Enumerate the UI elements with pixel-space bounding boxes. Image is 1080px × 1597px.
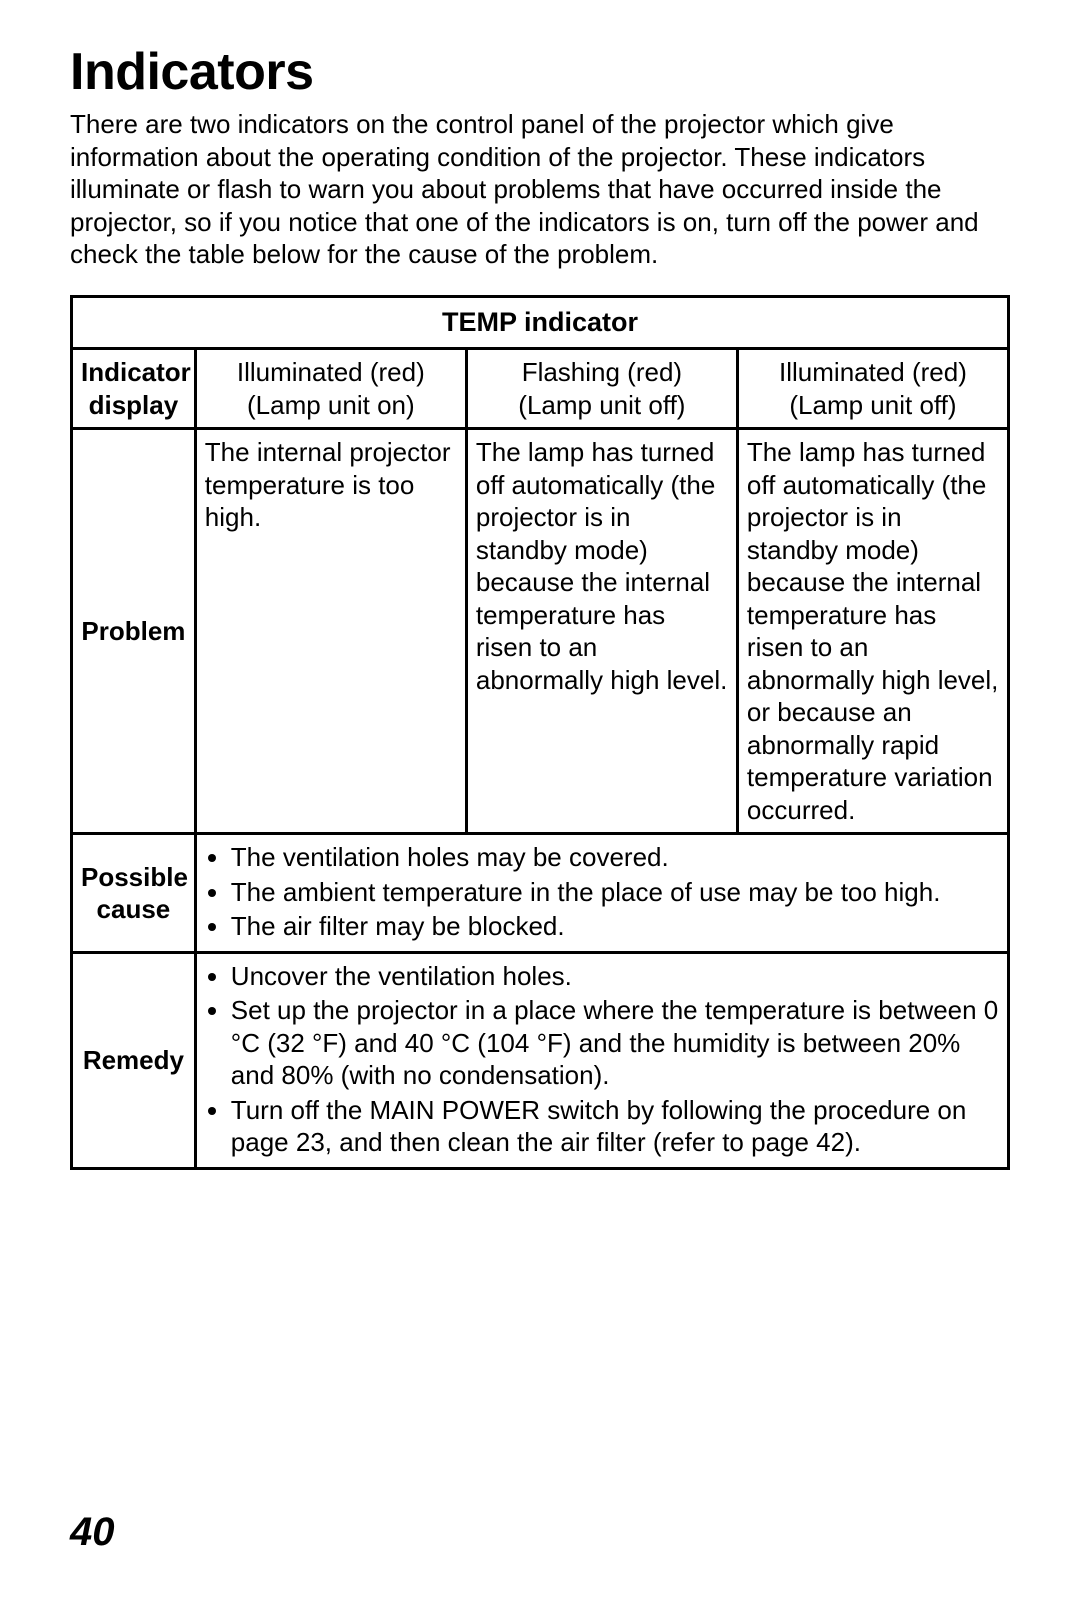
display-col3: Illuminated (red) (Lamp unit off) [737,349,1008,429]
page-number: 40 [70,1510,115,1555]
list-item: The air filter may be blocked. [231,910,999,943]
intro-paragraph: There are two indicators on the control … [70,108,1010,271]
problem-col1: The internal projector temperature is to… [195,429,466,834]
display-col2-line2: (Lamp unit off) [518,390,685,420]
display-col2-line1: Flashing (red) [522,357,682,387]
row-header-cause: Possible cause [72,834,196,953]
cause-list: The ventilation holes may be covered. Th… [205,841,999,943]
page-heading: Indicators [70,42,1010,102]
display-col1: Illuminated (red) (Lamp unit on) [195,349,466,429]
list-item: The ambient temperature in the place of … [231,876,999,909]
display-col1-line1: Illuminated (red) [237,357,425,387]
list-item: Set up the projector in a place where th… [231,994,999,1092]
temp-indicator-table: TEMP indicator Indicator display Illumin… [70,295,1010,1170]
remedy-list: Uncover the ventilation holes. Set up th… [205,960,999,1159]
row-header-remedy: Remedy [72,952,196,1168]
display-col1-line2: (Lamp unit on) [247,390,415,420]
manual-page: Indicators There are two indicators on t… [0,0,1080,1597]
problem-col2: The lamp has turned off automatically (t… [466,429,737,834]
remedy-cell: Uncover the ventilation holes. Set up th… [195,952,1008,1168]
display-col2: Flashing (red) (Lamp unit off) [466,349,737,429]
row-header-display: Indicator display [72,349,196,429]
cause-cell: The ventilation holes may be covered. Th… [195,834,1008,953]
problem-col3: The lamp has turned off automatically (t… [737,429,1008,834]
list-item: The ventilation holes may be covered. [231,841,999,874]
display-col3-line2: (Lamp unit off) [789,390,956,420]
list-item: Uncover the ventilation holes. [231,960,999,993]
table-title: TEMP indicator [72,296,1009,349]
row-header-problem: Problem [72,429,196,834]
list-item: Turn off the MAIN POWER switch by follow… [231,1094,999,1159]
display-col3-line1: Illuminated (red) [779,357,967,387]
